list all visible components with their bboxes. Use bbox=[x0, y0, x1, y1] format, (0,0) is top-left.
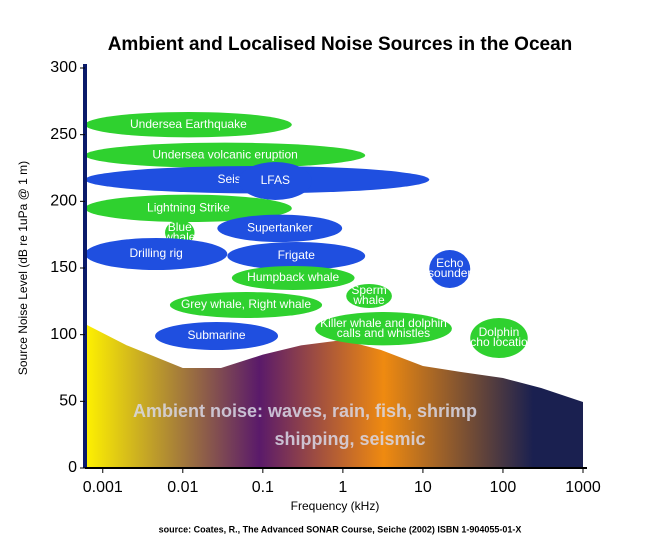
noise-source-region bbox=[231, 266, 355, 290]
region-label: Grey whale, Right whale bbox=[181, 297, 311, 311]
source-note: source: Coates, R., The Advanced SONAR C… bbox=[159, 524, 522, 534]
y-tick-label: 100 bbox=[50, 326, 77, 343]
region-label: Supertanker bbox=[247, 221, 312, 235]
region-label: Submarine bbox=[188, 328, 246, 342]
region-label: Killer whale and dolphin bbox=[320, 316, 447, 330]
ambient-label: Ambient noise: waves, rain, fish, shrimp bbox=[133, 401, 477, 421]
noise-source-region bbox=[85, 238, 228, 270]
x-tick-label: 1000 bbox=[565, 479, 601, 496]
region-label: Undersea Earthquake bbox=[130, 117, 247, 131]
ambient-label: shipping, seismic bbox=[274, 429, 425, 449]
region-label: whale bbox=[352, 293, 385, 307]
noise-source-region bbox=[315, 312, 452, 346]
noise-source-region bbox=[238, 162, 312, 200]
region-label: calls and whistles bbox=[337, 326, 430, 340]
region-label: Echo bbox=[436, 256, 464, 270]
x-tick-label: 100 bbox=[490, 479, 517, 496]
y-tick-label: 0 bbox=[68, 459, 77, 476]
noise-source-region bbox=[470, 318, 528, 358]
region-label: Humpback whale bbox=[247, 270, 339, 284]
region-label: echo location bbox=[464, 335, 535, 349]
region-label: Dolphin bbox=[479, 325, 520, 339]
region-label: Sperm bbox=[351, 283, 386, 297]
chart-title: Ambient and Localised Noise Sources in t… bbox=[108, 34, 573, 55]
noise-source-region bbox=[85, 112, 292, 138]
noise-source-region bbox=[227, 242, 366, 270]
x-tick-label: 1 bbox=[338, 479, 347, 496]
x-tick-label: 0.001 bbox=[83, 479, 123, 496]
y-tick-label: 250 bbox=[50, 126, 77, 143]
region-label: Undersea volcanic eruption bbox=[152, 148, 297, 162]
noise-source-region bbox=[85, 194, 292, 222]
region-label: Lightning Strike bbox=[147, 201, 230, 215]
ambient-noise-area bbox=[87, 325, 583, 468]
noise-source-region bbox=[429, 250, 471, 288]
y-tick-label: 200 bbox=[50, 193, 77, 210]
noise-source-region bbox=[155, 322, 279, 350]
plot-area: Ambient noise: waves, rain, fish, shrimp… bbox=[87, 325, 583, 468]
x-tick-label: 10 bbox=[414, 479, 432, 496]
region-label: LFAS bbox=[261, 173, 290, 187]
x-tick-label: 0.01 bbox=[167, 479, 198, 496]
noise-source-region bbox=[169, 292, 323, 318]
region-label: Blue bbox=[168, 220, 192, 234]
region-label: sounder bbox=[428, 266, 471, 280]
x-tick-label: 0.1 bbox=[252, 479, 274, 496]
y-tick-label: 300 bbox=[50, 59, 77, 76]
y-axis-label: Source Noise Level (dB re 1uPa @ 1 m) bbox=[16, 161, 30, 375]
y-tick-label: 150 bbox=[50, 259, 77, 276]
noise-source-region bbox=[346, 284, 392, 308]
x-axis-label: Frequency (kHz) bbox=[291, 499, 380, 513]
region-label: Drilling rig bbox=[129, 246, 182, 260]
noise-source-region bbox=[217, 214, 343, 242]
region-label: Frigate bbox=[278, 248, 316, 262]
noise-source-region bbox=[85, 142, 366, 168]
y-tick-label: 50 bbox=[59, 393, 77, 410]
